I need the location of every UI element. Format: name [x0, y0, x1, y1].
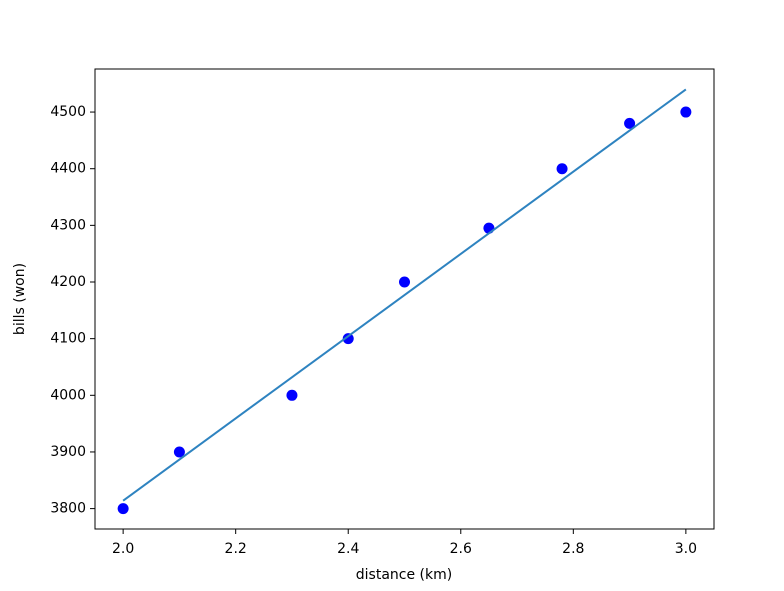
y-tick-label: 4100: [50, 331, 86, 347]
x-tick-label: 2.2: [225, 541, 247, 557]
data-point: [624, 117, 636, 129]
x-tick-label: 2.4: [337, 541, 359, 557]
data-point: [556, 163, 568, 175]
data-point: [483, 222, 495, 234]
x-tick-label: 3.0: [675, 541, 697, 557]
y-tick-label: 4000: [50, 387, 86, 403]
data-point: [117, 503, 129, 515]
y-tick-label: 4400: [50, 161, 86, 177]
x-tick-label: 2.8: [562, 541, 584, 557]
y-tick-label: 4200: [50, 274, 86, 290]
x-tick-label: 2.0: [112, 541, 134, 557]
x-axis-label: distance (km): [356, 567, 452, 583]
y-tick-label: 3900: [50, 444, 86, 460]
y-tick-label: 4300: [50, 217, 86, 233]
data-point: [680, 106, 692, 118]
y-axis-label: bills (won): [12, 263, 28, 335]
data-point: [399, 276, 410, 288]
data-point: [286, 389, 298, 401]
data-point: [342, 333, 354, 345]
y-tick-label: 3800: [50, 501, 86, 517]
data-point: [173, 446, 185, 458]
plot-frame: [94, 68, 715, 530]
fit-line: [122, 88, 687, 502]
x-tick-label: 2.6: [450, 541, 472, 557]
y-tick-label: 4500: [50, 104, 86, 120]
